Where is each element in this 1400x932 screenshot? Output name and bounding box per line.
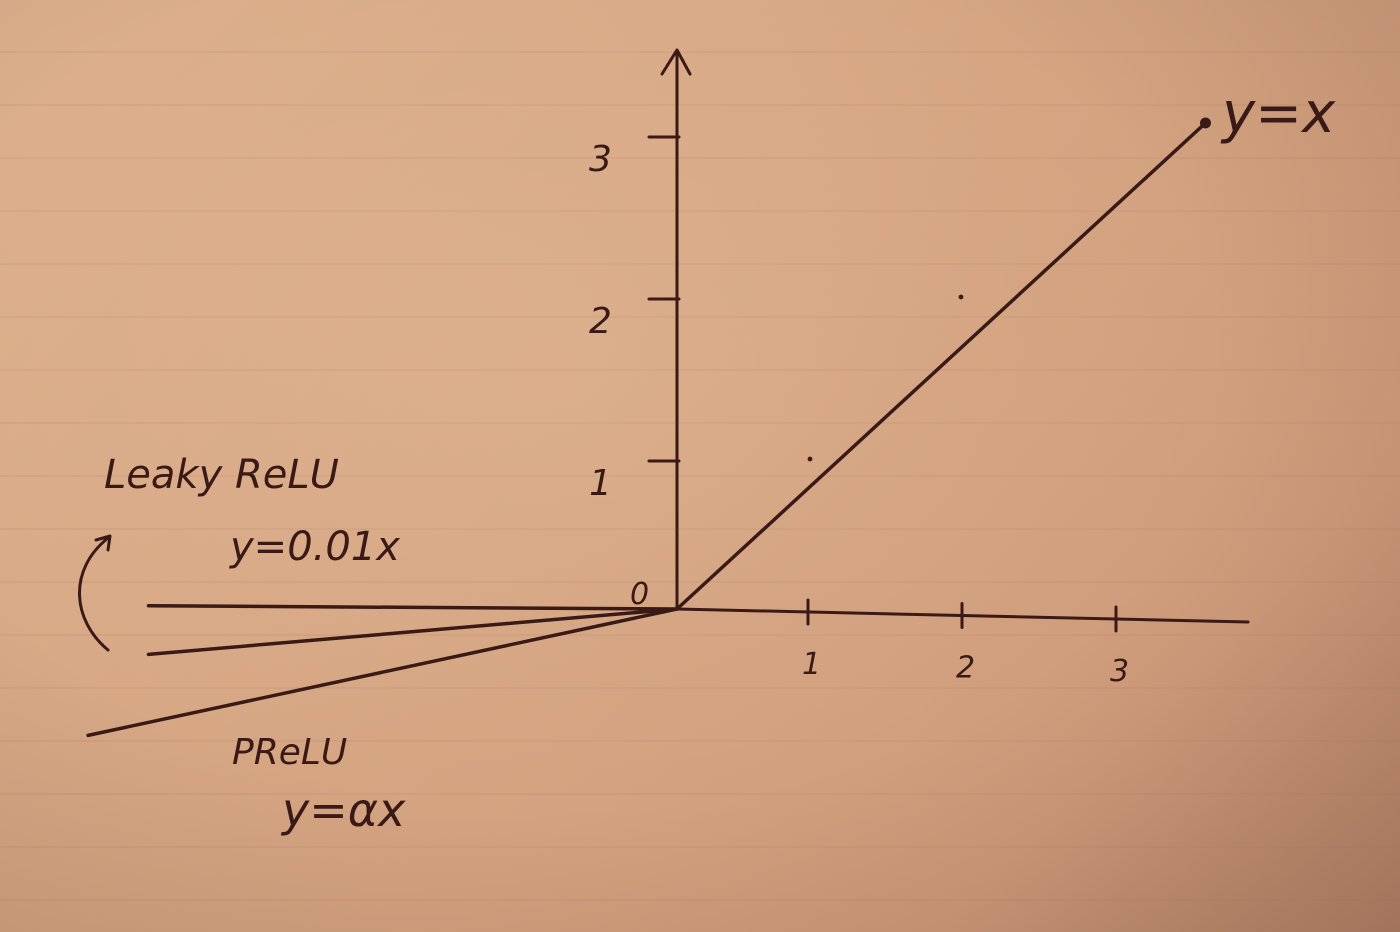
y-tick-label: 3 bbox=[589, 139, 612, 180]
y-axis-arrowhead-icon bbox=[660, 48, 692, 76]
prelu-title: PReLU bbox=[232, 732, 347, 773]
axes bbox=[660, 48, 1250, 624]
origin-label: 0 bbox=[630, 577, 649, 612]
labels: 1 2 3 1 2 3 bbox=[589, 139, 1129, 689]
intermediate-slope-line bbox=[146, 607, 679, 657]
y-tick-label: 2 bbox=[589, 301, 612, 342]
y-tick-label: 1 bbox=[589, 463, 612, 504]
x-tick-label: 1 bbox=[802, 647, 821, 682]
curved-arrow-icon bbox=[78, 534, 112, 652]
reference-dot bbox=[807, 456, 813, 462]
prelu-line bbox=[86, 607, 679, 738]
identity-line bbox=[675, 121, 1208, 611]
ticks bbox=[647, 135, 1118, 633]
x-tick-label: 3 bbox=[1110, 654, 1129, 689]
leaky-relu-formula: y=0.01x bbox=[229, 524, 400, 570]
leaky-relu-title: Leaky ReLU bbox=[104, 452, 339, 498]
reference-dot bbox=[958, 294, 964, 300]
identity-endpoint-dot bbox=[1200, 117, 1211, 129]
series-lines bbox=[86, 117, 1211, 738]
prelu-formula: y=αx bbox=[280, 783, 406, 837]
identity-annotation: y=x bbox=[1220, 81, 1336, 146]
x-tick-label: 2 bbox=[956, 650, 975, 685]
leaky-relu-line bbox=[146, 604, 679, 611]
